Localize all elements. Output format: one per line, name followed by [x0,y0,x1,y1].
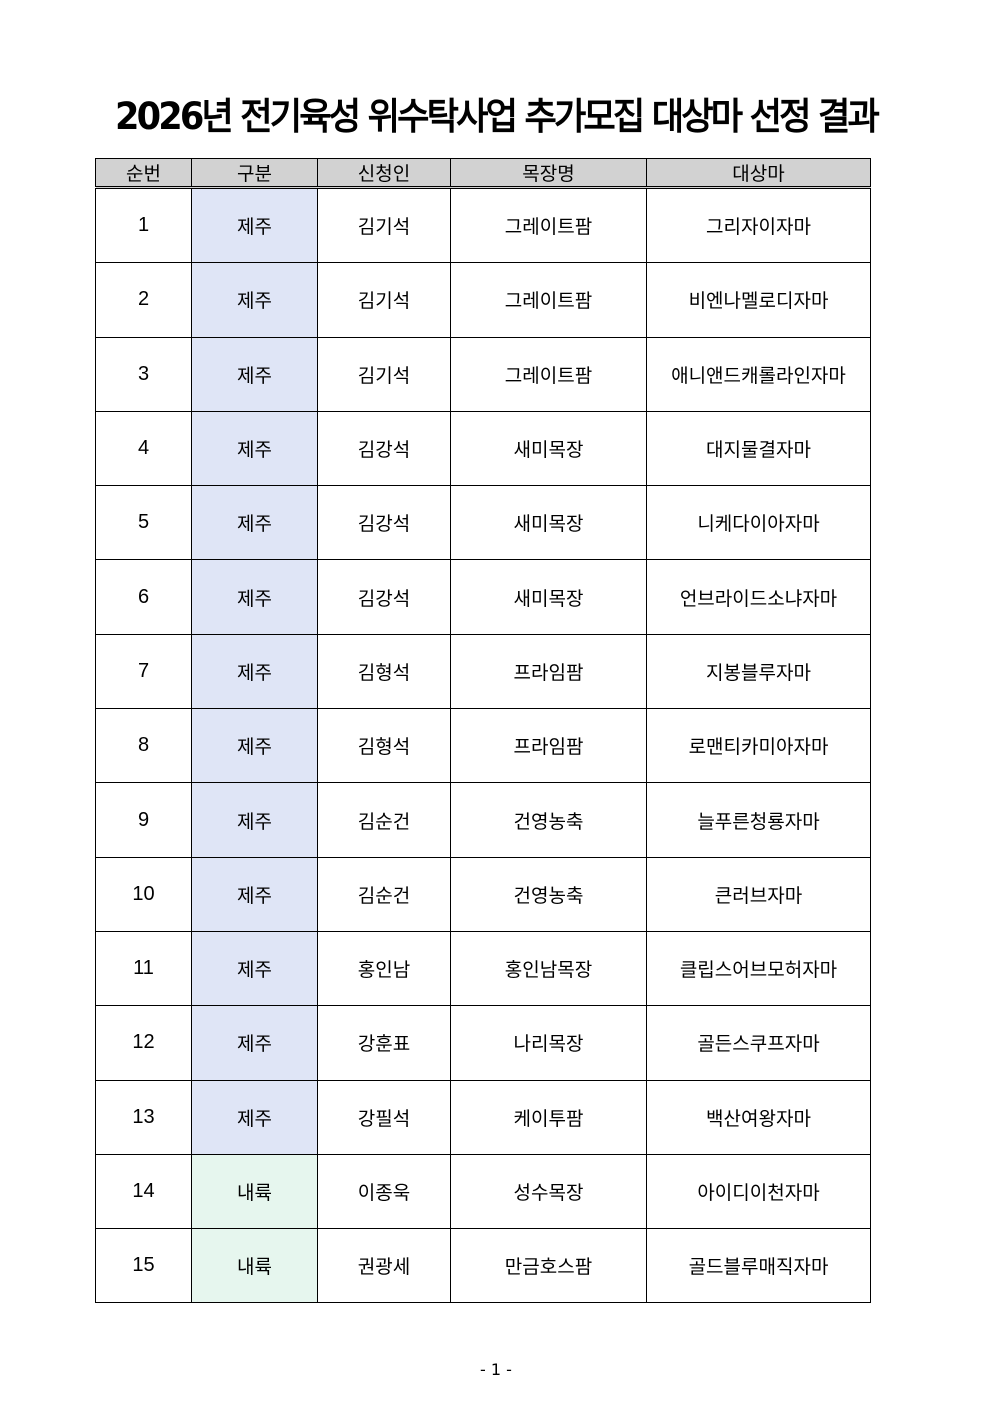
table-row: 7 제주 김형석 프라임팜 지봉블루자마 [95,633,871,710]
cell-category: 내륙 [191,1153,318,1230]
header-horse: 대상마 [646,158,871,189]
cell-seq: 7 [95,633,192,710]
cell-farm: 건영농축 [450,782,647,858]
cell-farm: 건영농축 [450,856,647,932]
cell-horse: 늘푸른청룡자마 [646,782,871,858]
cell-applicant: 김형석 [317,708,451,784]
cell-horse: 니케다이아자마 [646,485,871,561]
header-category: 구분 [191,158,318,189]
cell-horse: 지봉블루자마 [646,633,871,710]
cell-category: 제주 [191,930,318,1007]
cell-seq: 9 [95,782,192,858]
cell-horse: 아이디이천자마 [646,1153,871,1230]
table-row: 5 제주 김강석 새미목장 니케다이아자마 [95,485,871,561]
cell-applicant: 권광세 [317,1228,451,1304]
table-row: 9 제주 김순건 건영농축 늘푸른청룡자마 [95,782,871,858]
cell-seq: 15 [95,1228,192,1304]
cell-seq: 12 [95,1005,192,1081]
cell-category: 제주 [191,410,318,487]
cell-category: 제주 [191,856,318,932]
cell-farm: 만금호스팜 [450,1228,647,1304]
table-row: 3 제주 김기석 그레이트팜 애니앤드캐롤라인자마 [95,336,871,412]
cell-applicant: 강필석 [317,1079,451,1155]
cell-seq: 13 [95,1079,192,1155]
cell-horse: 백산여왕자마 [646,1079,871,1155]
table-row: 4 제주 김강석 새미목장 대지물결자마 [95,410,871,487]
cell-farm: 프라임팜 [450,708,647,784]
cell-horse: 골드블루매직자마 [646,1228,871,1304]
header-applicant: 신청인 [317,158,451,189]
cell-farm: 성수목장 [450,1153,647,1230]
cell-applicant: 홍인남 [317,930,451,1007]
cell-applicant: 강훈표 [317,1005,451,1081]
cell-horse: 비엔나멜로디자마 [646,262,871,338]
table-header-row: 순번 구분 신청인 목장명 대상마 [95,158,871,189]
cell-applicant: 김기석 [317,336,451,412]
cell-farm: 프라임팜 [450,633,647,710]
cell-seq: 5 [95,485,192,561]
cell-category: 제주 [191,186,318,264]
cell-applicant: 김순건 [317,856,451,932]
cell-applicant: 김강석 [317,485,451,561]
cell-horse: 그리자이자마 [646,186,871,264]
table-row: 8 제주 김형석 프라임팜 로맨티카미아자마 [95,708,871,784]
cell-applicant: 김기석 [317,186,451,264]
cell-farm: 나리목장 [450,1005,647,1081]
cell-horse: 로맨티카미아자마 [646,708,871,784]
cell-applicant: 김기석 [317,262,451,338]
document-title: 2026년 전기육성 위수탁사업 추가모집 대상마 선정 결과 [114,95,880,138]
cell-category: 제주 [191,336,318,412]
cell-category: 제주 [191,1005,318,1081]
cell-seq: 14 [95,1153,192,1230]
cell-category: 제주 [191,633,318,710]
cell-horse: 대지물결자마 [646,410,871,487]
cell-horse: 큰러브자마 [646,856,871,932]
cell-horse: 언브라이드소냐자마 [646,559,871,635]
cell-horse: 골든스쿠프자마 [646,1005,871,1081]
cell-applicant: 김형석 [317,633,451,710]
cell-farm: 홍인남목장 [450,930,647,1007]
table-row: 13 제주 강필석 케이투팜 백산여왕자마 [95,1079,871,1155]
cell-category: 내륙 [191,1228,318,1304]
header-seq: 순번 [95,158,192,189]
selection-results-table: 순번 구분 신청인 목장명 대상마 1 제주 김기석 그레이트팜 그리자이자마 2 제주 김기석 그레이… [95,158,871,1304]
table-row: 10 제주 김순건 건영농축 큰러브자마 [95,856,871,932]
cell-seq: 8 [95,708,192,784]
table-row: 6 제주 김강석 새미목장 언브라이드소냐자마 [95,559,871,635]
table-row: 1 제주 김기석 그레이트팜 그리자이자마 [95,186,871,264]
cell-farm: 그레이트팜 [450,336,647,412]
cell-seq: 3 [95,336,192,412]
cell-farm: 케이투팜 [450,1079,647,1155]
cell-category: 제주 [191,782,318,858]
cell-category: 제주 [191,559,318,635]
cell-applicant: 김강석 [317,559,451,635]
cell-farm: 새미목장 [450,410,647,487]
table-row: 11 제주 홍인남 홍인남목장 클립스어브모허자마 [95,930,871,1007]
cell-seq: 6 [95,559,192,635]
cell-category: 제주 [191,1079,318,1155]
cell-farm: 새미목장 [450,485,647,561]
cell-seq: 10 [95,856,192,932]
table-row: 12 제주 강훈표 나리목장 골든스쿠프자마 [95,1005,871,1081]
table-row: 15 내륙 권광세 만금호스팜 골드블루매직자마 [95,1228,871,1304]
page-number: - 1 - [480,1360,512,1379]
cell-category: 제주 [191,262,318,338]
cell-farm: 그레이트팜 [450,262,647,338]
cell-farm: 새미목장 [450,559,647,635]
table-row: 14 내륙 이종욱 성수목장 아이디이천자마 [95,1153,871,1230]
cell-applicant: 이종욱 [317,1153,451,1230]
cell-seq: 11 [95,930,192,1007]
cell-horse: 클립스어브모허자마 [646,930,871,1007]
header-farm: 목장명 [450,158,647,189]
table-row: 2 제주 김기석 그레이트팜 비엔나멜로디자마 [95,262,871,338]
cell-applicant: 김순건 [317,782,451,858]
cell-category: 제주 [191,708,318,784]
cell-seq: 2 [95,262,192,338]
cell-seq: 4 [95,410,192,487]
cell-category: 제주 [191,485,318,561]
cell-applicant: 김강석 [317,410,451,487]
cell-farm: 그레이트팜 [450,186,647,264]
cell-seq: 1 [95,186,192,264]
cell-horse: 애니앤드캐롤라인자마 [646,336,871,412]
